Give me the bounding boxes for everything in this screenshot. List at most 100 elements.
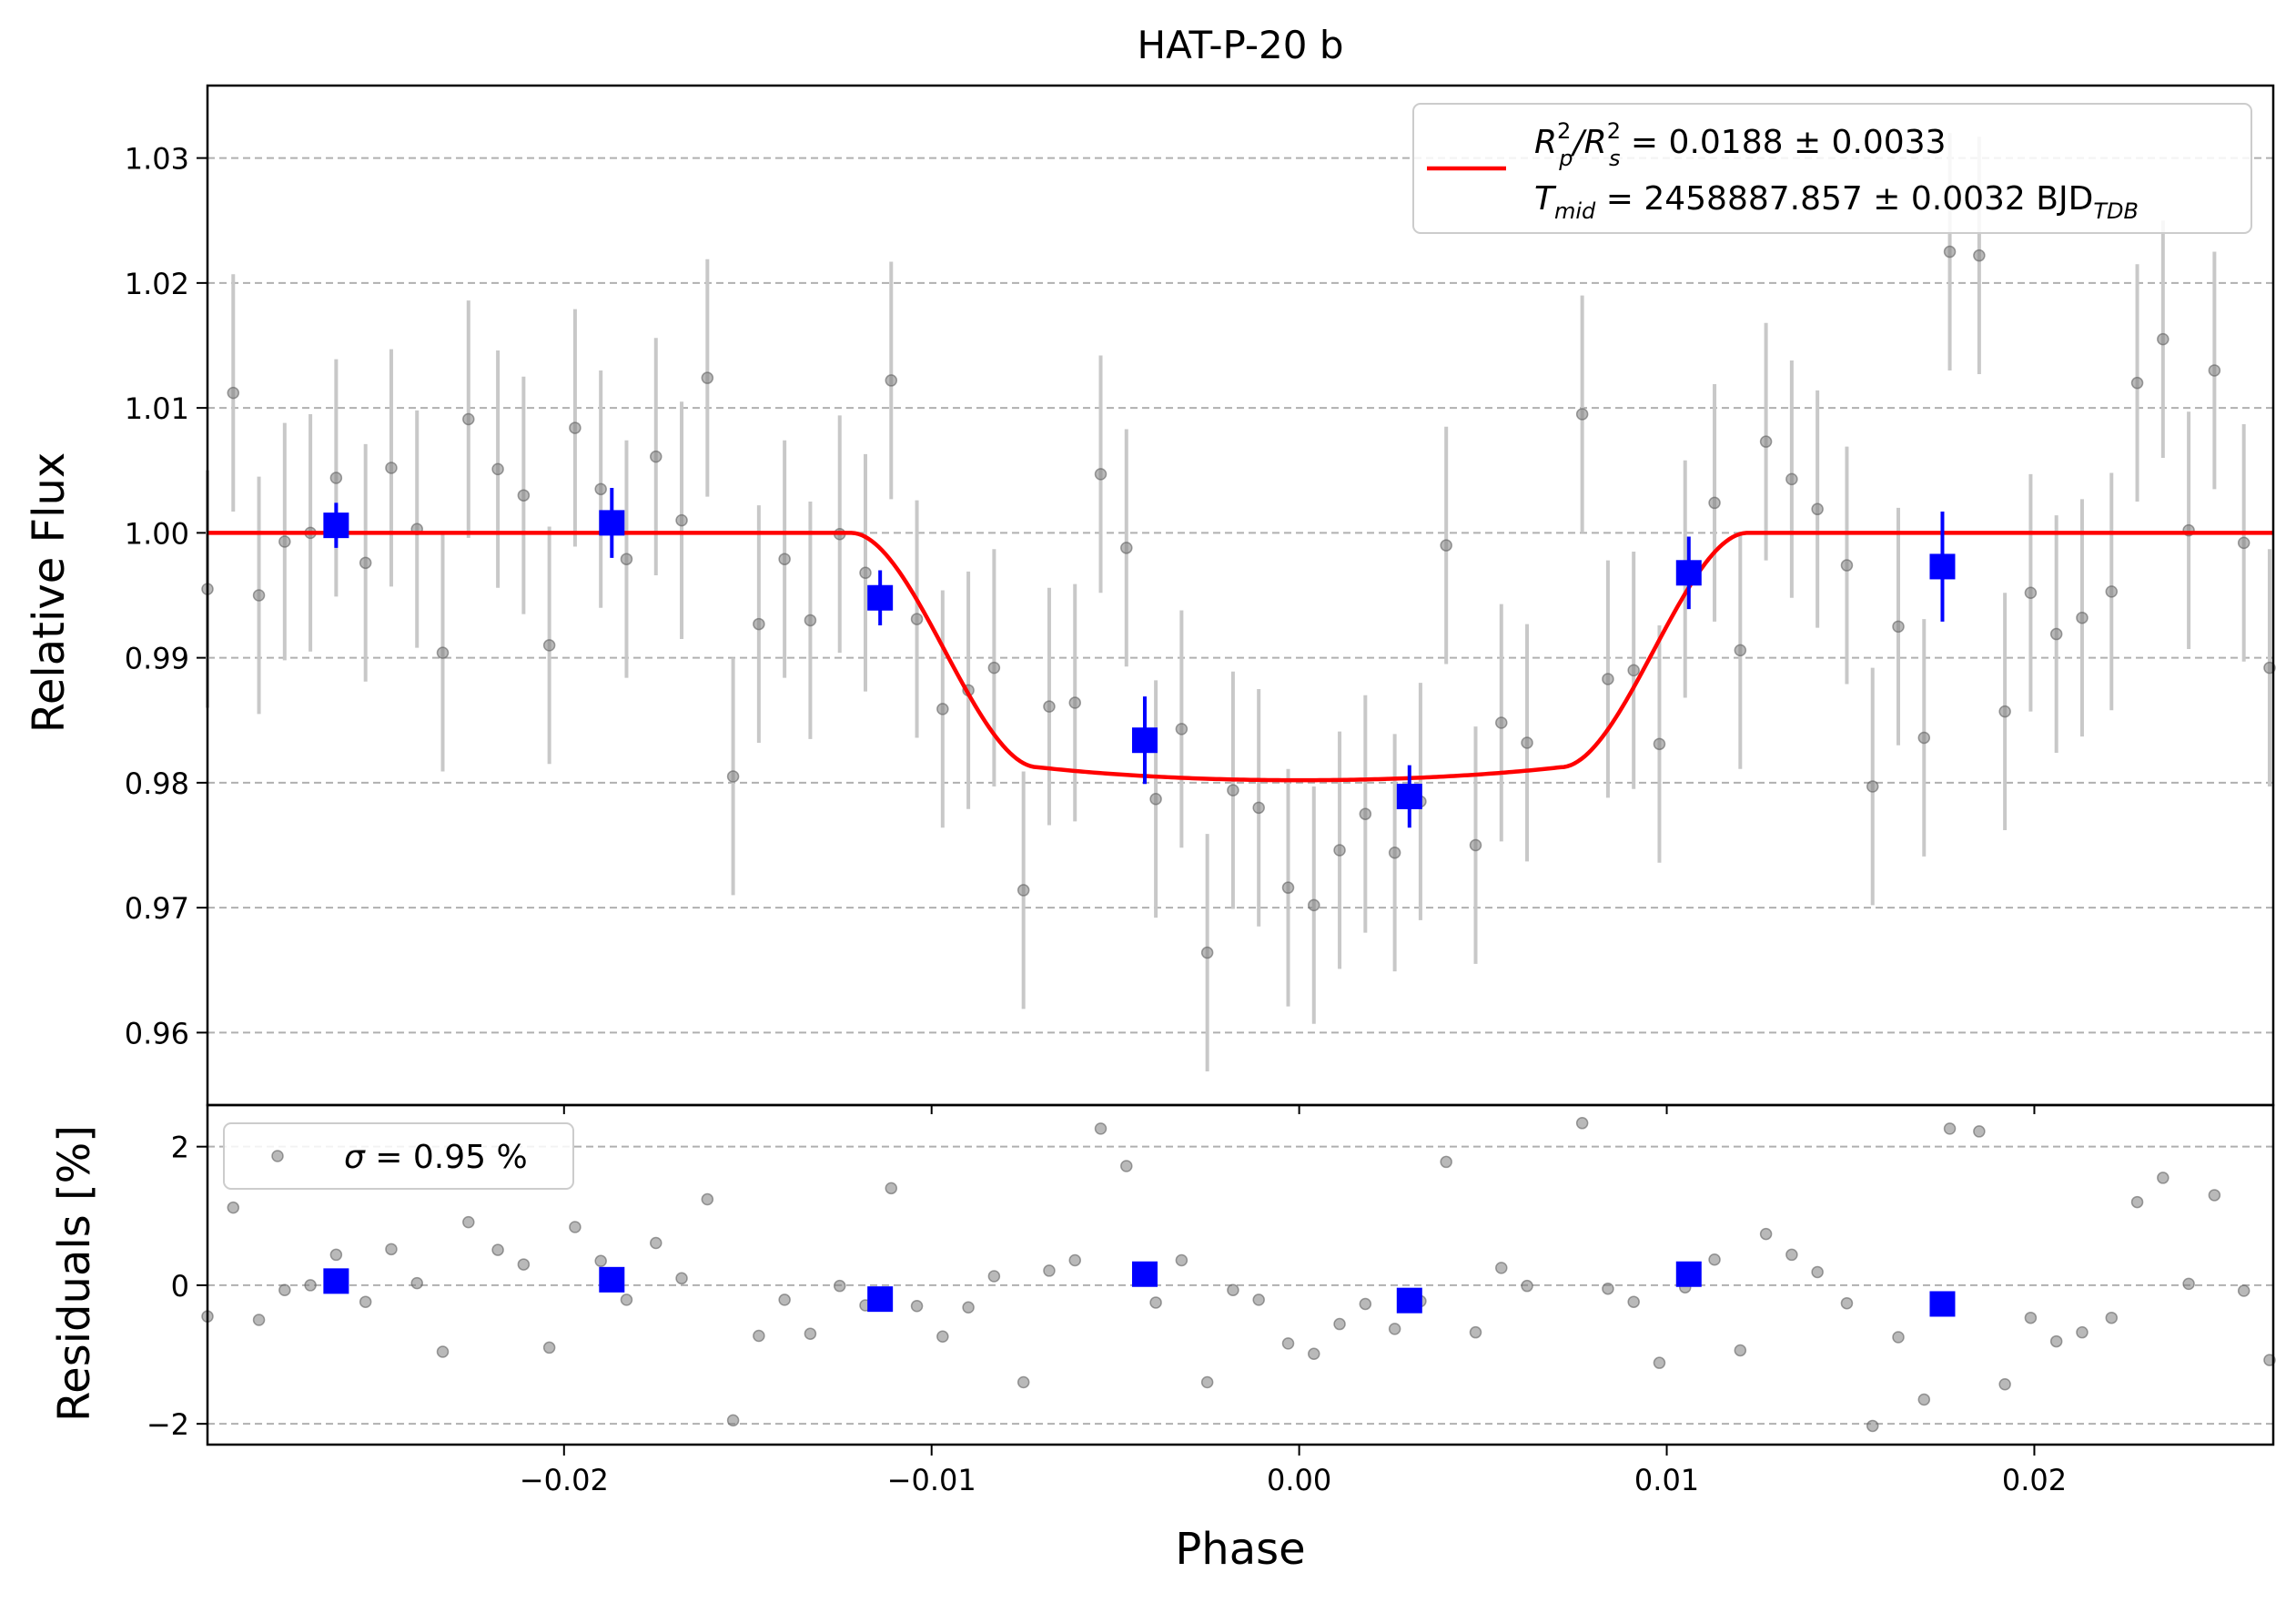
top-y-ticks: 0.96 0.97 0.98 0.99 1.00 1.01 1.02 1.03 (125, 142, 207, 1050)
raw-point (1308, 898, 1320, 912)
residual-point (1333, 1317, 1346, 1331)
raw-point (1200, 946, 1214, 959)
raw-point (1469, 838, 1482, 852)
raw-point (1840, 559, 1854, 572)
residual-point (2130, 1195, 2144, 1209)
residual-point (2024, 1311, 2038, 1324)
raw-point (1227, 784, 1239, 796)
raw-point (2076, 611, 2089, 624)
x-tick-label: −0.01 (887, 1463, 976, 1497)
raw-point (1094, 468, 1108, 481)
top-y-tick-label: 1.00 (125, 516, 189, 551)
raw-point (726, 770, 740, 783)
raw-point (1043, 700, 1056, 713)
residual-point (701, 1192, 714, 1206)
raw-point (804, 614, 817, 627)
residual-point (987, 1270, 1001, 1283)
residual-point (1973, 1125, 1986, 1138)
binned-residual (1929, 1291, 1956, 1317)
residual-point (1469, 1325, 1482, 1339)
raw-point (542, 639, 556, 652)
raw-point (278, 535, 291, 548)
bottom-y-tick-label: 0 (171, 1269, 189, 1304)
residual-point (2105, 1311, 2119, 1324)
residual-point (620, 1294, 633, 1306)
raw-point (1602, 673, 1614, 685)
residual-point (1943, 1122, 1957, 1135)
residual-point (491, 1243, 504, 1256)
residual-point (1998, 1378, 2011, 1391)
residual-point (2208, 1189, 2221, 1202)
legend-residual-marker (271, 1150, 284, 1162)
residual-point (594, 1254, 607, 1268)
bottom-y-tick-label: −2 (147, 1407, 189, 1442)
residual-point (833, 1279, 846, 1293)
residual-point (1575, 1117, 1589, 1130)
x-tick-label: 0.02 (2002, 1463, 2067, 1497)
residual-point (804, 1327, 817, 1340)
raw-point (1973, 249, 1986, 262)
raw-point (1708, 496, 1721, 510)
binned-residual (323, 1268, 349, 1294)
top-y-tick-label: 0.98 (125, 766, 189, 801)
top-legend-box (1412, 103, 2252, 234)
raw-point (1892, 620, 1905, 634)
residual-point (329, 1248, 343, 1262)
residual-point (1892, 1331, 1905, 1344)
binned-residual (599, 1266, 625, 1293)
residual-point (1495, 1262, 1508, 1274)
bottom-axes-frame (206, 1103, 2275, 1446)
binned-point (1396, 783, 1422, 809)
raw-point (1575, 408, 1589, 421)
residual-point (1627, 1295, 1640, 1308)
binned-point (599, 510, 625, 536)
residual-point (1043, 1264, 1056, 1277)
top-y-tick-label: 1.03 (125, 142, 189, 177)
raw-point (1495, 716, 1508, 729)
raw-point (1811, 502, 1824, 516)
residual-point (2237, 1284, 2250, 1297)
residual-point (1653, 1356, 1666, 1369)
bottom-y-ticks: −2 0 2 (147, 1131, 207, 1442)
bottom-y-tick-label: 2 (171, 1131, 189, 1165)
raw-point (252, 589, 266, 602)
residual-point (2182, 1277, 2195, 1291)
bottom-residual-points (201, 1117, 2276, 1433)
raw-point (1149, 792, 1162, 806)
residual-point (1200, 1375, 1214, 1389)
residual-point (252, 1314, 266, 1326)
raw-point (701, 371, 714, 384)
binned-residual (1396, 1287, 1422, 1314)
residual-point (910, 1300, 924, 1313)
top-y-tick-label: 0.99 (125, 642, 189, 676)
y-axis-label-residuals: Residuals [%] (49, 1125, 100, 1422)
residual-point (462, 1215, 475, 1229)
raw-point (1785, 472, 1798, 486)
raw-point (517, 489, 531, 502)
raw-point (491, 462, 504, 476)
residual-point (2076, 1325, 2089, 1339)
residual-point (1866, 1419, 1879, 1433)
binned-point (1929, 553, 1956, 580)
top-y-tick-label: 0.96 (125, 1016, 189, 1050)
x-axis-label-phase: Phase (1175, 1524, 1305, 1575)
binned-residual (1131, 1261, 1158, 1287)
raw-point (936, 703, 949, 715)
bottom-legend: σ = 0.95 % (223, 1122, 574, 1190)
bottom-binned-residuals (323, 1261, 1956, 1317)
residual-point (1388, 1323, 1401, 1335)
raw-point (620, 553, 633, 565)
raw-point (753, 617, 765, 631)
residual-point (726, 1414, 740, 1427)
raw-point (227, 386, 240, 400)
raw-point (569, 421, 582, 434)
binned-point (1131, 727, 1158, 754)
raw-point (1943, 245, 1957, 259)
residual-point (1811, 1265, 1824, 1279)
raw-point (1627, 664, 1640, 677)
raw-point (329, 472, 343, 484)
residual-point (1440, 1155, 1452, 1169)
bottom-legend-box (223, 1122, 574, 1190)
residual-point (1175, 1253, 1188, 1267)
